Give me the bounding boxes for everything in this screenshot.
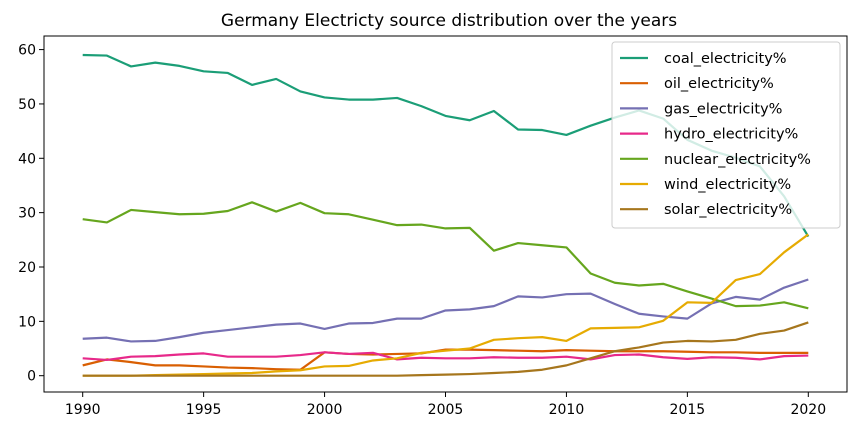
legend-label: solar_electricity% [664, 202, 792, 218]
y-tick-label: 50 [18, 97, 36, 113]
legend-label: oil_electricity% [664, 76, 774, 92]
y-tick-label: 0 [27, 369, 36, 385]
legend-label: hydro_electricity% [664, 127, 798, 143]
legend-frame [611, 41, 841, 229]
y-tick-label: 30 [18, 206, 36, 222]
x-tick-label: 2005 [428, 402, 464, 418]
series-line-nuclear-electricity [82, 201, 809, 310]
x-tick-label: 2000 [307, 402, 343, 418]
chart-title: Germany Electricty source distribution o… [221, 11, 677, 31]
y-tick-label: 10 [18, 314, 36, 330]
series-line-hydro-electricity [82, 351, 809, 362]
legend-label: coal_electricity% [664, 51, 787, 67]
x-tick-label: 2010 [549, 402, 585, 418]
series-line-solar-electricity [82, 321, 809, 377]
legend-label: gas_electricity% [664, 101, 782, 117]
y-tick-label: 60 [18, 43, 36, 59]
x-tick-label: 2020 [790, 402, 826, 418]
y-tick-label: 40 [18, 151, 36, 167]
y-tick-label: 20 [18, 260, 36, 276]
series-line-gas-electricity [82, 278, 809, 343]
x-tick-label: 2015 [670, 402, 706, 418]
plot-lines [82, 53, 810, 377]
legend-label: wind_electricity% [664, 177, 791, 193]
x-tick-label: 1995 [186, 402, 222, 418]
x-tick-label: 1990 [65, 402, 101, 418]
y-axis: 0 10 20 30 40 50 60 [18, 43, 44, 385]
series-line-oil-electricity [82, 348, 809, 371]
series-line-wind-electricity [82, 233, 809, 377]
legend-label: nuclear_electricity% [664, 152, 811, 168]
legend: coal_electricity% oil_electricity% gas_ele… [611, 41, 841, 229]
x-axis: 1990 1995 2000 2005 2010 2015 2020 [65, 392, 826, 418]
